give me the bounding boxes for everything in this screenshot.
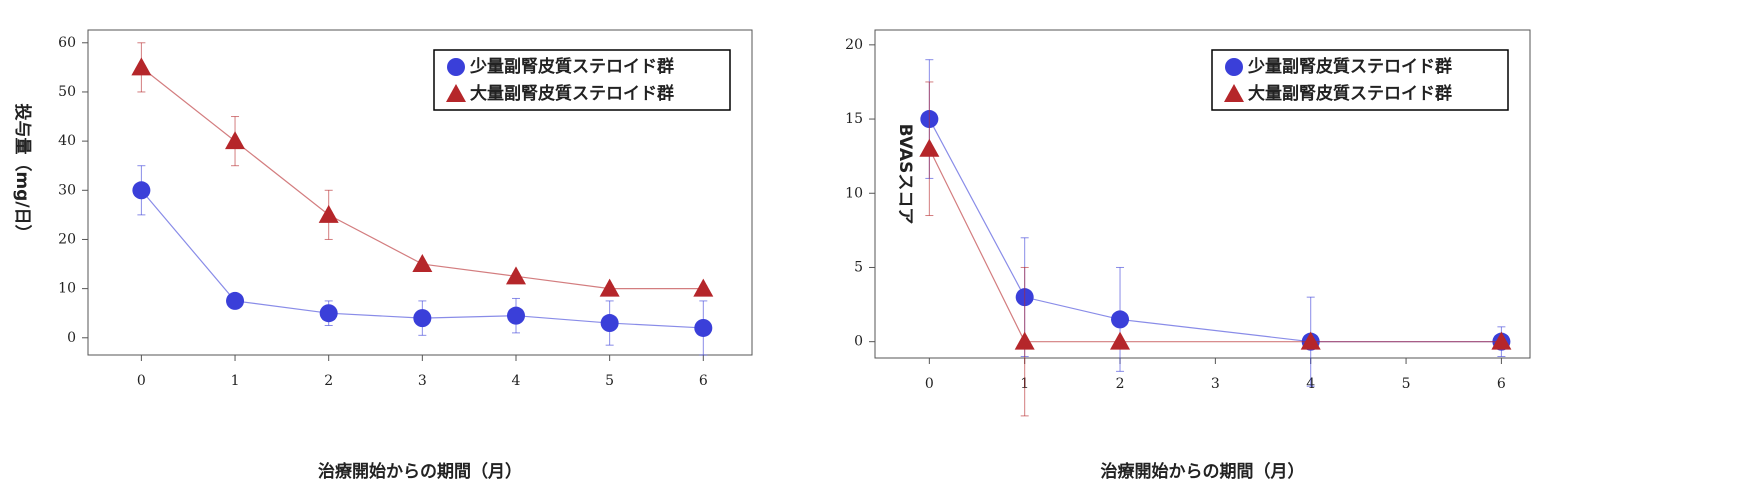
legend-marker [447,58,465,76]
x-tick-label: 0 [137,373,146,389]
legend-label: 少量副腎皮質ステロイド群 [1247,56,1452,77]
y-tick-label: 0 [854,334,863,350]
x-tick-label: 2 [324,373,333,389]
marker [1014,331,1035,350]
marker [1111,310,1130,329]
marker [919,138,940,157]
legend-label: 少量副腎皮質ステロイド群 [469,56,674,77]
x-tick-label: 4 [512,373,521,389]
marker [319,304,338,323]
marker [225,131,246,150]
marker [413,309,432,328]
y-axis-label: 投与量（mg/日） [12,103,33,241]
x-tick-label: 6 [1497,376,1506,392]
x-tick-label: 5 [605,373,614,389]
x-tick-label: 1 [231,373,240,389]
y-tick-label: 15 [845,111,863,127]
series-line [928,118,1502,343]
legend-label: 大量副腎皮質ステロイド群 [470,83,674,104]
legend-box [1211,49,1509,111]
plot-frame [87,29,753,356]
legend-marker [1224,84,1244,102]
marker [694,318,713,337]
series-line [928,148,1502,343]
x-tick-label: 3 [1211,376,1220,392]
y-tick-label: 60 [58,35,76,51]
legend-marker [446,84,466,102]
marker [693,278,714,297]
y-tick-label: 0 [67,330,76,346]
y-tick-label: 20 [58,231,76,247]
x-tick-label: 2 [1116,376,1125,392]
marker [412,254,433,273]
y-tick-label: 10 [845,185,863,201]
x-tick-label: 6 [699,373,708,389]
marker [506,306,525,325]
marker [1300,331,1321,350]
x-axis-label: 治療開始からの期間（月） [1101,461,1305,482]
marker [599,278,620,297]
marker [505,266,526,285]
marker [131,57,152,76]
y-tick-label: 50 [58,84,76,100]
marker [1491,331,1512,350]
marker [1110,331,1131,350]
legend-box [433,49,731,111]
legend-marker [1225,58,1243,76]
x-tick-label: 3 [418,373,427,389]
y-tick-label: 30 [58,182,76,198]
x-tick-label: 5 [1402,376,1411,392]
marker [226,291,245,310]
marker [600,314,619,333]
y-tick-label: 5 [854,259,863,275]
x-axis-label: 治療開始からの期間（月） [318,461,522,482]
marker [318,204,339,223]
y-tick-label: 10 [58,281,76,297]
plot-frame [874,29,1531,359]
y-axis-label: BVASスコア [895,124,915,225]
y-tick-label: 20 [845,37,863,53]
marker [132,181,151,200]
legend-label: 大量副腎皮質ステロイド群 [1248,83,1452,104]
x-tick-label: 0 [925,376,934,392]
y-tick-label: 40 [58,133,76,149]
